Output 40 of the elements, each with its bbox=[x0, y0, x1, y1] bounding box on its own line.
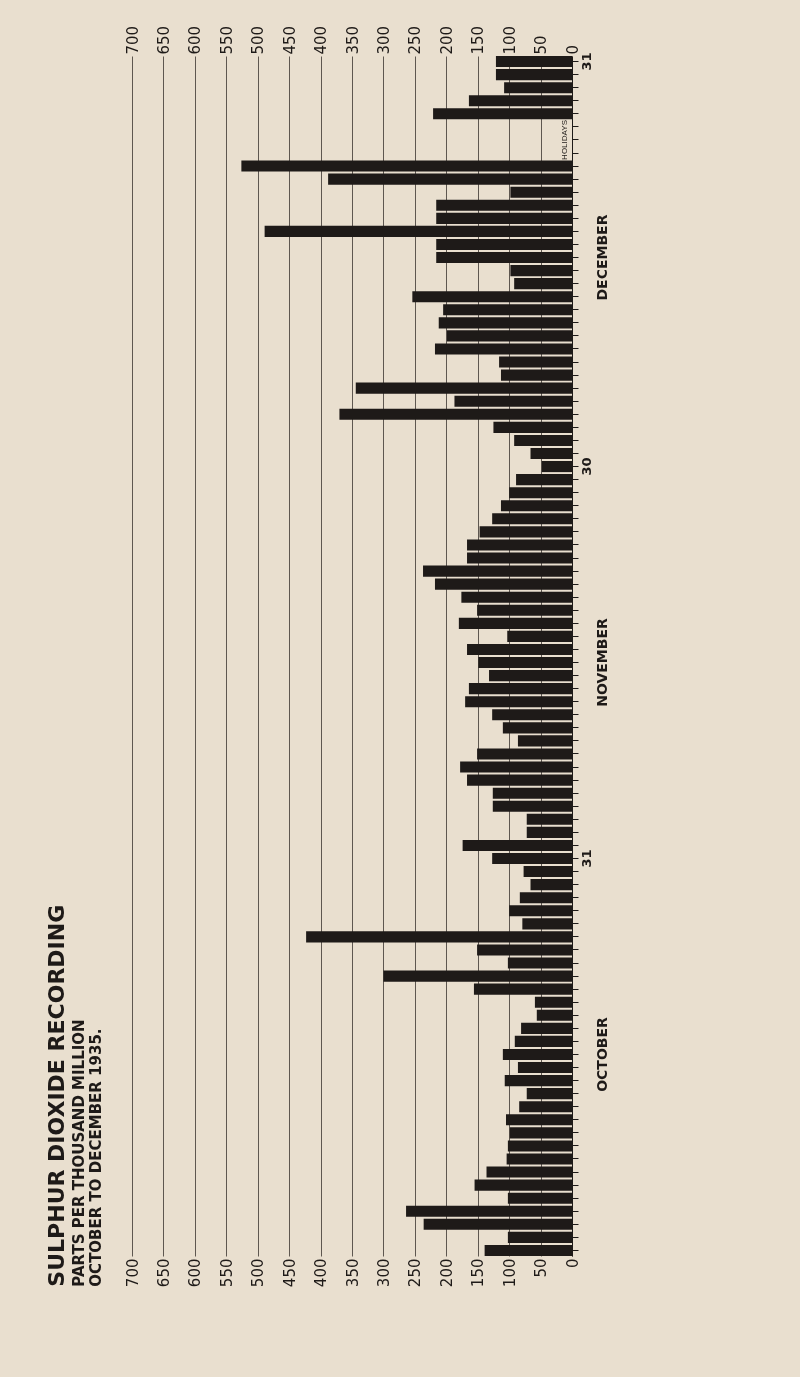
annotation: HOLIDAYS bbox=[560, 120, 569, 160]
x-tick-label: 200 bbox=[437, 25, 456, 55]
x-tick-label: 350 bbox=[343, 25, 362, 55]
y-tick-label: 30 bbox=[578, 457, 594, 476]
x-tick-label: 300 bbox=[374, 25, 393, 55]
y-tick-label: 31 bbox=[578, 849, 594, 868]
x-tick-label: 450 bbox=[280, 25, 299, 55]
x2-tick-label: 150 bbox=[469, 1258, 488, 1288]
x-tick-label: 550 bbox=[217, 25, 236, 55]
x-tick-label: 250 bbox=[406, 25, 425, 55]
x2-tick-label: 550 bbox=[217, 1258, 236, 1288]
x-tick-label: 700 bbox=[123, 25, 142, 55]
x2-tick-label: 500 bbox=[249, 1258, 268, 1288]
x2-tick-label: 200 bbox=[437, 1258, 456, 1288]
x2-tick-label: 0 bbox=[563, 1258, 582, 1269]
x2-tick-label: 100 bbox=[500, 1258, 519, 1288]
x2-tick-label: 250 bbox=[406, 1258, 425, 1288]
x2-tick-label: 300 bbox=[374, 1258, 393, 1288]
y-tick-label: 31 bbox=[578, 52, 594, 71]
x-tick-label: 50 bbox=[532, 35, 551, 55]
x-tick-label: 600 bbox=[186, 25, 205, 55]
text: PARTS PER THOUSAND MILLION bbox=[70, 1019, 88, 1287]
x-tick-label: 0 bbox=[563, 44, 582, 55]
text: OCTOBER bbox=[594, 1016, 610, 1092]
x2-tick-label: 400 bbox=[312, 1258, 331, 1288]
x2-tick-label: 650 bbox=[154, 1258, 173, 1288]
text: NOVEMBER bbox=[594, 618, 610, 707]
x-tick-label: 500 bbox=[249, 25, 268, 55]
x-tick-label: 150 bbox=[469, 25, 488, 55]
x2-tick-label: 450 bbox=[280, 1258, 299, 1288]
x-tick-label: 650 bbox=[154, 25, 173, 55]
text: OCTOBER TO DECEMBER 1935. bbox=[87, 1028, 105, 1287]
x2-tick-label: 700 bbox=[123, 1258, 142, 1288]
x2-tick-label: 600 bbox=[186, 1258, 205, 1288]
text: SULPHUR DIOXIDE RECORDING bbox=[44, 904, 69, 1287]
x-tick-label: 100 bbox=[500, 25, 519, 55]
text: DECEMBER bbox=[594, 214, 610, 301]
x-tick-label: 400 bbox=[312, 25, 331, 55]
x2-tick-label: 350 bbox=[343, 1258, 362, 1288]
x2-tick-label: 50 bbox=[532, 1258, 551, 1278]
